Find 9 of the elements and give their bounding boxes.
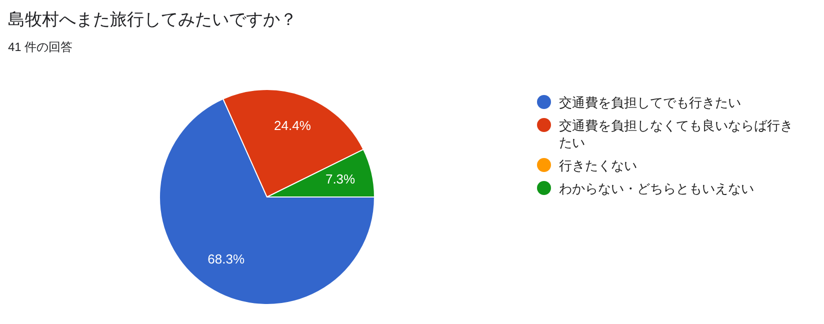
data-label: 7.3% <box>325 171 356 186</box>
text: 41 件の回答 <box>8 39 73 56</box>
data-label: 68.3% <box>208 252 245 267</box>
legend-label: 交通費を負担してでも行きたい <box>559 94 742 111</box>
legend-label: わからない・どちらともいえない <box>559 180 755 197</box>
chart-title: 島牧村へまた旅行してみたいですか？ <box>8 9 297 31</box>
legend-label: 行きたくない <box>559 157 638 174</box>
data-label: 24.4% <box>274 118 312 133</box>
legend-label: 交通費を負担しなくても良いならば行きたい <box>559 117 794 151</box>
